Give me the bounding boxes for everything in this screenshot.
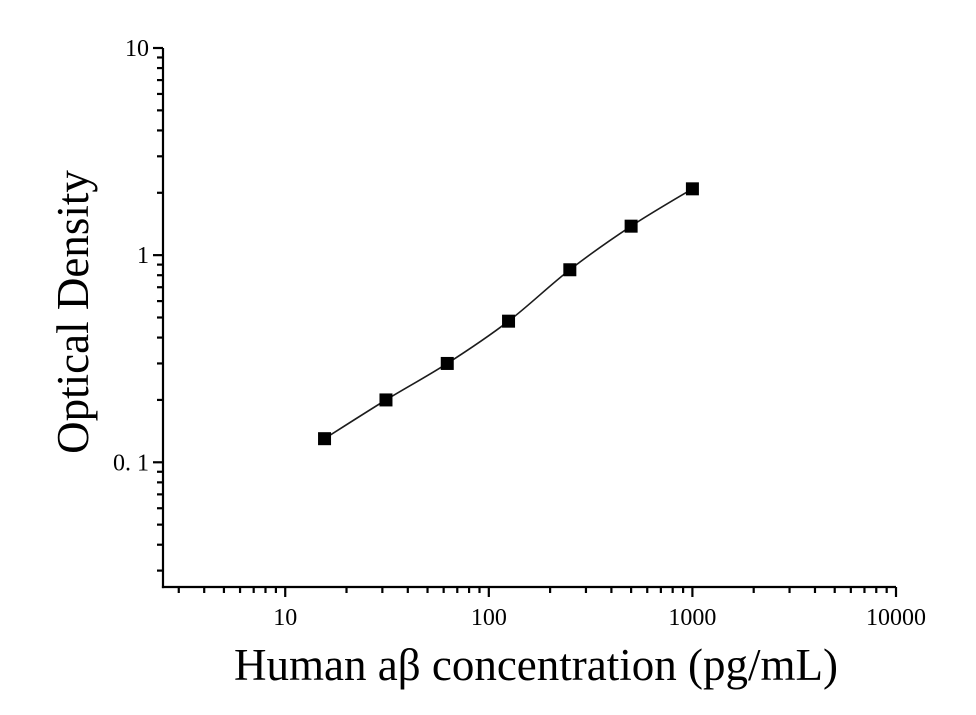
x-tick-label: 1000	[668, 605, 716, 631]
y-tick-label: 10	[125, 36, 149, 62]
data-point-marker	[685, 182, 699, 196]
x-tick-label: 10000	[866, 605, 926, 631]
data-point-marker	[502, 314, 516, 328]
data-point-marker	[440, 356, 454, 370]
x-tick-label: 10	[273, 605, 297, 631]
x-tick-label: 100	[471, 605, 507, 631]
y-tick-label: 1	[137, 243, 149, 269]
y-axis-title: Optical Density	[48, 170, 98, 454]
data-point-marker	[379, 393, 393, 407]
data-point-marker	[563, 263, 577, 277]
axis-tick-labels: 10 100 1000 10000 10 1 0. 1	[113, 36, 926, 631]
axis-ticks	[153, 46, 898, 597]
data-point-marker	[624, 219, 638, 233]
axes-spines	[161, 48, 896, 589]
y-tick-label: 0. 1	[113, 450, 149, 476]
data-point-marker	[318, 432, 332, 446]
data-series-standard-curve	[318, 182, 699, 446]
x-axis-title: Human aβ concentration (pg/mL)	[234, 640, 838, 690]
